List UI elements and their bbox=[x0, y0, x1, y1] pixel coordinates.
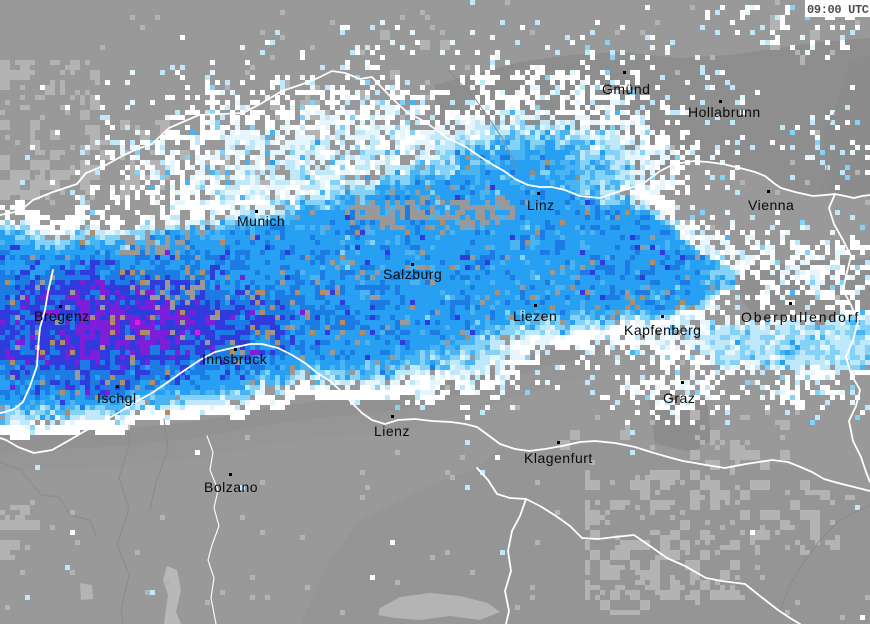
svg-text:Bolzano: Bolzano bbox=[204, 479, 258, 495]
svg-text:Lienz: Lienz bbox=[374, 423, 410, 439]
svg-text:09:00 UTC: 09:00 UTC bbox=[807, 3, 869, 17]
svg-text:Graz: Graz bbox=[663, 390, 695, 406]
svg-text:Vienna: Vienna bbox=[748, 197, 794, 213]
svg-text:Munich: Munich bbox=[237, 213, 285, 229]
svg-text:Gmünd: Gmünd bbox=[602, 81, 650, 97]
svg-text:Oberpullendorf: Oberpullendorf bbox=[741, 309, 860, 325]
svg-text:Ischgl: Ischgl bbox=[97, 390, 137, 406]
svg-text:Innsbruck: Innsbruck bbox=[202, 351, 268, 367]
svg-text:Klagenfurt: Klagenfurt bbox=[524, 450, 593, 466]
svg-text:Kapfenberg: Kapfenberg bbox=[624, 322, 701, 338]
svg-text:Bregenz: Bregenz bbox=[34, 308, 90, 324]
svg-text:Salzburg: Salzburg bbox=[383, 266, 442, 282]
svg-text:Liezen: Liezen bbox=[513, 308, 557, 324]
svg-text:Linz: Linz bbox=[527, 197, 555, 213]
svg-text:Hollabrunn: Hollabrunn bbox=[688, 104, 761, 120]
